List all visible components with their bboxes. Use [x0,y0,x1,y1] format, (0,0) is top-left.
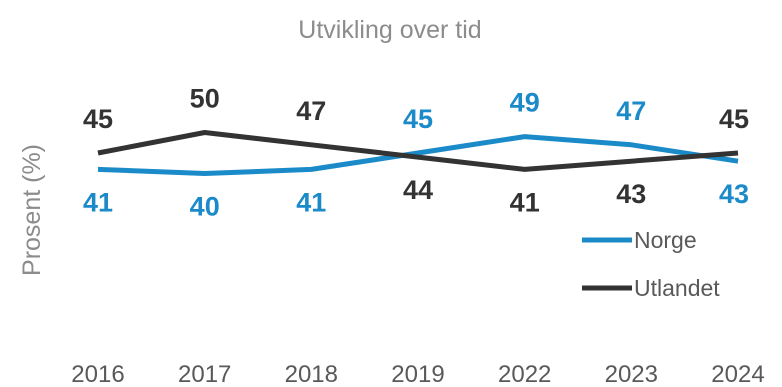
data-label-utlandet-2016: 45 [83,104,113,134]
x-tick-label-2017: 2017 [178,361,231,387]
chart-title: Utvikling over tid [298,16,481,44]
data-label-norge-2018: 41 [296,187,326,217]
legend: Norge Utlandet [582,227,720,301]
x-tick-label-2018: 2018 [285,361,338,387]
data-label-utlandet-2022: 41 [510,187,540,217]
data-label-norge-2022: 49 [510,88,540,118]
y-axis-label: Prosent (%) [18,144,46,276]
series-line-utlandet [97,130,739,172]
x-tick-label-2023: 2023 [605,361,658,387]
data-label-utlandet-2019: 44 [403,175,433,205]
data-label-utlandet-2018: 47 [296,96,326,126]
data-label-norge-2016: 41 [83,187,113,217]
data-label-utlandet-2017: 50 [190,84,220,114]
series-line-norge [97,134,739,176]
series-lines [97,130,739,176]
data-label-norge-2024: 43 [719,179,749,209]
x-tick-label-2024: 2024 [711,361,764,387]
x-axis-ticks: 2016 2017 2018 2019 2022 2023 2024 [71,361,764,387]
x-tick-label-2019: 2019 [391,361,444,387]
data-label-norge-2019: 45 [403,104,433,134]
data-labels: 41 45 40 50 41 47 45 44 49 41 47 43 43 45 [83,84,749,222]
legend-label-norge: Norge [634,227,697,253]
data-label-norge-2023: 47 [616,96,646,126]
data-label-utlandet-2024: 45 [719,104,749,134]
x-tick-label-2022: 2022 [498,361,551,387]
legend-label-utlandet: Utlandet [634,275,720,301]
x-tick-label-2016: 2016 [71,361,124,387]
data-label-norge-2017: 40 [190,192,220,222]
data-label-utlandet-2023: 43 [616,179,646,209]
